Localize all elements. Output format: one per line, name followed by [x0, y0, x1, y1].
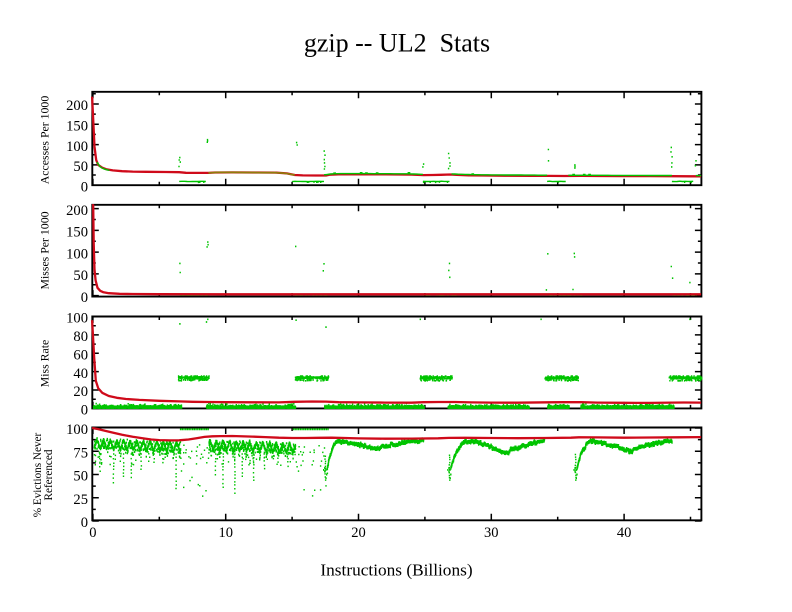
svg-text:% Evictions Never: % Evictions Never: [32, 432, 44, 517]
svg-text:200: 200: [66, 203, 88, 219]
svg-text:50: 50: [73, 159, 88, 175]
svg-text:200: 200: [66, 98, 88, 114]
svg-text:Miss Rate: Miss Rate: [38, 340, 52, 388]
svg-text:Instructions (Billions): Instructions (Billions): [320, 561, 472, 580]
svg-text:100: 100: [66, 246, 88, 262]
svg-text:Misses Per 1000: Misses Per 1000: [38, 211, 52, 289]
svg-text:100: 100: [66, 139, 88, 155]
svg-text:40: 40: [617, 525, 632, 541]
svg-text:0: 0: [89, 525, 96, 541]
svg-text:20: 20: [73, 384, 88, 400]
svg-text:80: 80: [73, 329, 88, 345]
svg-text:25: 25: [73, 492, 88, 508]
svg-text:100: 100: [66, 422, 88, 438]
svg-text:150: 150: [66, 225, 88, 241]
svg-text:Accesses Per 1000: Accesses Per 1000: [38, 96, 52, 185]
svg-text:10: 10: [218, 525, 233, 541]
svg-text:0: 0: [81, 179, 88, 195]
svg-text:Referenced: Referenced: [43, 449, 55, 500]
svg-text:gzip -- UL2 Stats: gzip -- UL2 Stats: [304, 29, 490, 58]
svg-text:0: 0: [81, 403, 88, 419]
svg-text:40: 40: [73, 366, 88, 382]
svg-text:50: 50: [73, 268, 88, 284]
svg-text:100: 100: [66, 311, 88, 327]
svg-text:50: 50: [73, 469, 88, 485]
svg-text:75: 75: [73, 445, 88, 461]
svg-text:60: 60: [73, 348, 88, 364]
svg-text:20: 20: [351, 525, 366, 541]
svg-text:0: 0: [81, 515, 88, 531]
svg-text:30: 30: [484, 525, 499, 541]
svg-text:150: 150: [66, 119, 88, 135]
svg-text:0: 0: [81, 290, 88, 306]
